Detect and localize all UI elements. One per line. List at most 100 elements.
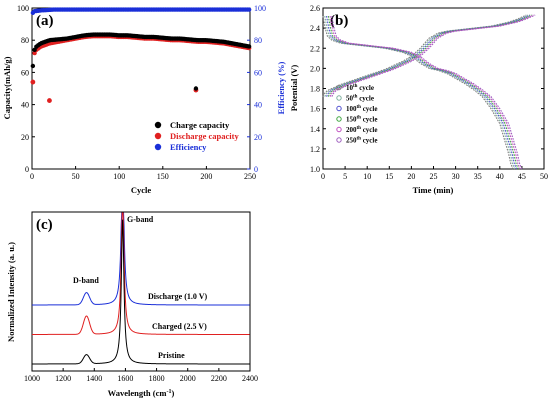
x-tick-label: 1800: [149, 374, 165, 383]
y-tick-label: 2.0: [310, 64, 320, 73]
x-tick-label: 1600: [117, 374, 133, 383]
legend-cycle-number: 150: [346, 116, 357, 124]
x-tick-label: 1400: [86, 374, 102, 383]
spectrum-2: [31, 212, 250, 306]
panel-a-legend: Charge capacity Discharge capacity Effic…: [154, 120, 239, 152]
x-tick-label: 1000: [24, 374, 40, 383]
legend-marker-efficiency: [154, 143, 162, 151]
series-label-charged: Charged (2.5 V): [152, 322, 207, 331]
legend-marker-50: [336, 95, 342, 101]
efficiency-point: [246, 7, 252, 12]
panel-b-curves: [322, 14, 536, 170]
x-tick-label: 2200: [211, 374, 227, 383]
panel-a-y-ticks: 0 20 40 60 80 100: [17, 4, 35, 174]
legend-marker-100: [336, 105, 342, 112]
y2-tick-label: 40: [254, 101, 262, 110]
y-tick-label: 100: [17, 4, 29, 13]
x-tick-label: 20: [407, 172, 415, 181]
x-tick-label: 0: [321, 172, 325, 181]
x-tick-label: 15: [385, 172, 393, 181]
legend-cycle-number: 250: [346, 137, 357, 145]
panel-c-y-label: Normalized Intensity (a. u.): [6, 242, 16, 342]
y2-tick-label: 60: [254, 68, 262, 77]
x-tick-label: 0: [30, 172, 34, 181]
x-tick-label: 1200: [55, 374, 71, 383]
x-tick-label: 5: [343, 172, 347, 181]
x-tick-label: 100: [113, 172, 125, 181]
series-label-discharge: Discharge (1.0 V): [148, 292, 208, 301]
panel-a-y-label: Capacity(mAh/g): [2, 56, 12, 119]
legend-marker-150: [336, 116, 342, 122]
spectrum-0: [31, 219, 250, 365]
legend-label-50-cycle: 50th cycle: [346, 95, 374, 103]
legend-cycle-suffix: cycle: [357, 84, 374, 92]
panel-b-x-label: Time (min): [413, 185, 454, 195]
y-tick-label: 40: [21, 101, 29, 110]
charge-point: [30, 63, 36, 69]
legend-marker-200: [336, 126, 342, 133]
y2-tick-label: 100: [254, 4, 266, 13]
legend-cycle-sup: th: [357, 137, 362, 142]
legend-cycle-sup: th: [357, 126, 362, 131]
panel-b-y-label: Potential (V): [289, 65, 299, 112]
legend-label-200-cycle: 200th cycle: [346, 126, 377, 134]
discharge-curve-100: [325, 15, 518, 170]
discharge-curve-200: [329, 15, 521, 170]
panel-b-x-ticks: 0 5 10 15 20 25 30 35 40 45 50: [321, 166, 548, 181]
y2-tick-label: 0: [254, 165, 258, 174]
y-tick-label: 1.4: [310, 125, 320, 134]
y-tick-label: 2.4: [310, 24, 320, 33]
legend-cycle-sup: th: [353, 84, 358, 89]
legend-cycle-sup: th: [357, 116, 362, 121]
panel-a-marks: [30, 7, 252, 103]
y-tick-label: 2.2: [310, 44, 320, 53]
panel-c-x-label: Wavelength (cm-1): [108, 388, 175, 398]
x-tick-label: 200: [200, 172, 212, 181]
legend-cycle-number: 100: [346, 105, 357, 113]
legend-label-250-cycle: 250th cycle: [346, 137, 377, 145]
discharge-curve-50: [324, 15, 516, 170]
x-tick-label: 35: [474, 172, 482, 181]
discharge-outlier-point: [30, 79, 36, 85]
panel-a-plot-frame: [31, 7, 251, 170]
panel-c-plot-frame: [31, 211, 251, 372]
panel-b-label: (b): [330, 13, 348, 29]
panel-c-x-ticks: 1000 1200 1400 1600 1800 2000 2200 2400: [24, 368, 258, 383]
x-tick-label: 150: [157, 172, 169, 181]
y-tick-label: 1.2: [310, 145, 320, 154]
annotation-d-band: D-band: [73, 276, 99, 285]
y-tick-label: 0: [25, 165, 29, 174]
charge-point: [246, 44, 252, 49]
panel-c: (c) 1000 1200 1400 1600 1800 2000 2200 2400 Wav…: [6, 211, 258, 398]
charge-outlier-point: [193, 86, 199, 91]
legend-label-100-cycle: 100th cycle: [346, 105, 377, 113]
panel-c-label: (c): [36, 217, 53, 233]
panel-c-x-label-sup: -1: [166, 389, 171, 395]
y-tick-label: 60: [21, 68, 29, 77]
legend-cycle-suffix: cycle: [361, 116, 378, 124]
x-tick-label: 25: [430, 172, 438, 181]
x-tick-label: 40: [496, 172, 504, 181]
legend-cycle-sup: th: [357, 105, 362, 110]
legend-label-efficiency: Efficiency: [170, 142, 207, 152]
legend-marker-charge: [154, 121, 162, 129]
legend-cycle-suffix: cycle: [361, 105, 378, 113]
panel-c-x-label-main: Wavelength (cm: [108, 388, 167, 398]
y-tick-label: 2.6: [310, 4, 320, 13]
y2-tick-label: 20: [254, 133, 262, 142]
legend-cycle-number: 10: [346, 84, 354, 92]
series-label-pristine: Pristine: [158, 351, 185, 360]
y2-tick-label: 80: [254, 36, 262, 45]
discharge-curve-10: [322, 15, 514, 170]
legend-cycle-suffix: cycle: [361, 126, 378, 134]
discharge-point: [32, 50, 37, 56]
charge-point: [32, 47, 37, 53]
y-tick-label: 80: [21, 36, 29, 45]
legend-marker-250: [336, 137, 342, 143]
panel-a: (a) 0 50 100 150 200 250 0 20 40 60 80 100 0 20 40 60…: [2, 4, 286, 195]
x-tick-label: 250: [244, 172, 256, 181]
legend-cycle-number: 50: [346, 95, 354, 103]
x-tick-label: 2000: [180, 374, 196, 383]
legend-cycle-suffix: cycle: [357, 95, 374, 103]
